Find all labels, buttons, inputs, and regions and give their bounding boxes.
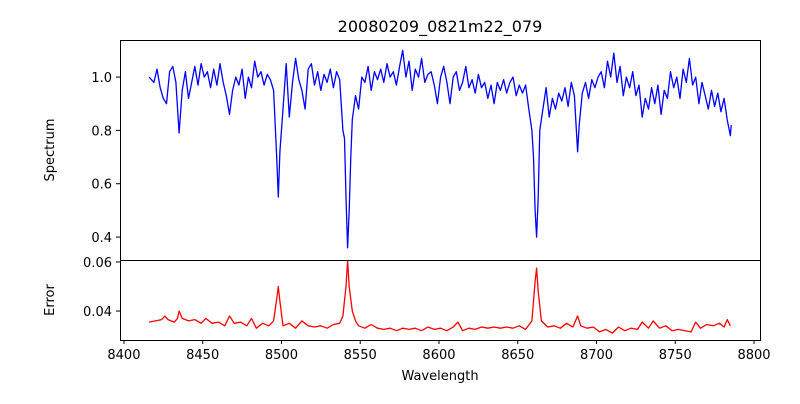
y-tick-label: 1.0 [91, 71, 112, 86]
spectrum-line [148, 49, 732, 249]
x-tick-label: 8450 [186, 348, 219, 363]
x-tick-label: 8400 [107, 348, 140, 363]
x-tick-label: 8750 [659, 348, 692, 363]
top-y-axis-label: Spectrum [43, 119, 58, 182]
bottom-y-axis-label: Error [43, 284, 58, 316]
y-tick-label: 0.8 [91, 124, 112, 139]
y-tick-label: 0.06 [83, 256, 112, 271]
x-tick-label: 8500 [265, 348, 298, 363]
x-tick-label: 8600 [422, 348, 455, 363]
error-line [148, 260, 731, 334]
y-tick-label: 0.04 [83, 305, 112, 320]
x-tick-label: 8800 [737, 348, 770, 363]
y-tick-label: 0.4 [91, 231, 112, 246]
top-plot-frame [120, 40, 761, 261]
y-tick-label: 0.6 [91, 178, 112, 193]
x-tick-label: 8700 [580, 348, 613, 363]
chart-title: 20080209_0821m22_079 [338, 17, 543, 37]
x-axis-label: Wavelength [401, 369, 478, 384]
bottom-plot-frame [120, 260, 761, 341]
x-tick-label: 8550 [344, 348, 377, 363]
x-tick-label: 8650 [501, 348, 534, 363]
